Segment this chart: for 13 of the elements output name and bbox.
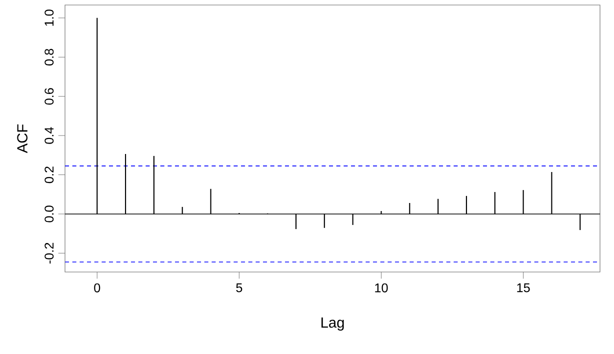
y-tick-label: 0.2	[44, 166, 54, 184]
x-tick-label: 0	[94, 283, 100, 292]
y-tick-label: 1.0	[44, 10, 54, 26]
x-tick-label: 10	[375, 283, 388, 292]
x-axis-title: Lag	[321, 318, 344, 331]
y-tick-label: 0.0	[44, 206, 54, 222]
y-tick-label: 0.8	[44, 48, 54, 66]
x-tick-label: 5	[236, 283, 242, 292]
y-tick-label: 0.4	[44, 127, 54, 144]
y-tick-label: 0.6	[44, 88, 54, 105]
y-tick-label: -0.2	[44, 242, 54, 264]
x-tick-label: 15	[517, 283, 530, 292]
y-axis-title: ACF	[17, 124, 28, 154]
